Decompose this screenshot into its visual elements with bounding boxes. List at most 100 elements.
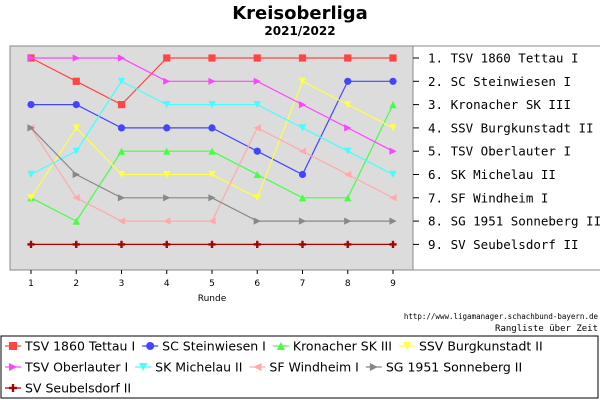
legend-label-7: SF Windheim I: [269, 360, 358, 375]
series-6-point-8: [344, 147, 352, 155]
series-3-point-9: [389, 101, 397, 109]
series-9-point-4-h: [163, 243, 171, 246]
x-axis-label: Runde: [198, 294, 227, 304]
series-1-point-4: [163, 54, 171, 62]
series-layer: [27, 54, 397, 248]
x-tick-label-7: 7: [300, 279, 306, 289]
series-7-point-5: [208, 217, 216, 225]
series-2-point-8: [344, 77, 352, 85]
series-6-point-9: [389, 170, 397, 179]
legend-marker-6: [139, 363, 148, 371]
series-5: [27, 54, 397, 155]
series-1-point-3: [117, 101, 126, 109]
legend-marker-9-h: [9, 386, 17, 390]
x-axis: 1 2 3 4 5 6 7 8 9: [28, 270, 396, 289]
series-9-point-8-h: [344, 243, 352, 246]
series-9-point-6: [253, 240, 261, 248]
series-8-point-3: [117, 194, 126, 202]
series-9-point-8: [344, 240, 352, 248]
series-8-point-1: [27, 124, 35, 132]
series-3-point-4: [163, 147, 171, 155]
rank-label-4: 4. SSV Burgkunstadt II: [428, 120, 594, 135]
series-2-point-1: [27, 101, 35, 109]
series-3-point-6: [253, 170, 261, 179]
legend-marker-1: [9, 342, 17, 350]
x-tick-label-3: 3: [119, 279, 125, 289]
series-3-point-7: [298, 194, 307, 202]
series-3-point-8: [344, 194, 352, 202]
chart-note: Rangliste über Zeit: [495, 324, 598, 334]
series-9-point-7-h: [298, 243, 307, 246]
legend-marker-2: [146, 342, 155, 350]
series-5-point-4: [163, 77, 171, 85]
series-2-point-5: [208, 124, 216, 132]
series-3-point-5: [208, 147, 216, 155]
series-7: [27, 124, 397, 225]
series-4: [27, 77, 397, 202]
x-tick-label-9: 9: [390, 279, 396, 289]
rank-label-1: 1. TSV 1860 Tettau I: [428, 51, 579, 66]
legend-item-9: SV Seubelsdorf II: [5, 381, 131, 396]
legend-marker-8: [369, 363, 378, 371]
series-2-point-4: [163, 124, 171, 132]
legend-label-2: SC Steinwiesen I: [162, 339, 266, 354]
series-3-point-3: [117, 147, 126, 155]
chart-subtitle: 2021/2022: [264, 24, 335, 38]
series-4-point-7: [298, 77, 307, 85]
legend-item-6: SK Michelau II: [135, 360, 242, 375]
series-5-point-6: [253, 77, 261, 85]
series-6-point-3: [117, 77, 126, 85]
series-7-point-6: [253, 124, 261, 132]
series-5-point-7: [298, 101, 307, 109]
legend-label-9: SV Seubelsdorf II: [25, 381, 131, 396]
series-5-point-8: [344, 124, 352, 132]
series-2-point-2: [72, 101, 80, 109]
series-9-point-1-h: [27, 243, 35, 246]
series-1-point-2: [72, 77, 80, 85]
series-6: [27, 77, 397, 179]
legend-item-2: SC Steinwiesen I: [142, 339, 266, 354]
series-5-point-1: [27, 54, 35, 62]
legend-item-8: SG 1951 Sonneberg II: [365, 360, 522, 375]
series-7-point-9: [389, 194, 397, 202]
legend-label-5: TSV Oberlauter I: [24, 360, 128, 375]
series-2-point-3: [117, 124, 126, 132]
series-1-point-7: [298, 54, 307, 62]
series-2: [27, 77, 397, 179]
series-9-point-3-h: [117, 243, 126, 246]
source-url[interactable]: http://www.ligamanager.schachbund-bayern…: [404, 312, 599, 321]
rank-label-3: 3. Kronacher SK III: [428, 97, 571, 112]
legend-label-6: SK Michelau II: [155, 360, 242, 375]
chart-title: Kreisoberliga: [232, 3, 368, 24]
series-4-point-9: [389, 124, 397, 132]
legend-item-3: Kronacher SK III: [272, 339, 392, 354]
series-4-point-2: [72, 124, 80, 132]
legend-items: TSV 1860 Tettau I SC Steinwiesen I Kronach…: [5, 339, 543, 396]
x-tick-label-5: 5: [209, 279, 215, 289]
series-8-point-4: [163, 194, 171, 202]
series-3: [27, 101, 397, 225]
series-9-point-9-h: [389, 243, 397, 246]
series-9-point-5-h: [208, 243, 216, 246]
series-4-point-1: [27, 194, 35, 202]
x-tick-label-6: 6: [254, 279, 260, 289]
series-9-point-7: [298, 240, 307, 248]
series-2-point-6: [253, 147, 261, 155]
series-5-point-3: [117, 54, 126, 62]
series-1-point-8: [344, 54, 352, 62]
series-1-point-9: [389, 54, 397, 62]
legend-label-3: Kronacher SK III: [293, 339, 392, 354]
series-5-point-5: [208, 77, 216, 85]
series-9-point-2-h: [72, 243, 80, 246]
series-5-point-2: [72, 54, 80, 62]
series-2-point-7: [298, 170, 307, 179]
series-6-point-2: [72, 147, 80, 155]
legend-item-5: TSV Oberlauter I: [5, 360, 128, 375]
legend-item-1: TSV 1860 Tettau I: [5, 339, 135, 354]
rank-label-7: 7. SF Windheim I: [428, 190, 548, 205]
series-9-point-5: [208, 240, 216, 248]
ranking-labels: 1. TSV 1860 Tettau I 2. SC Steinwiesen I 3…: [413, 51, 600, 252]
series-8-point-2: [72, 170, 80, 179]
series-9-point-4: [163, 240, 171, 248]
series-4-point-4: [163, 170, 171, 179]
